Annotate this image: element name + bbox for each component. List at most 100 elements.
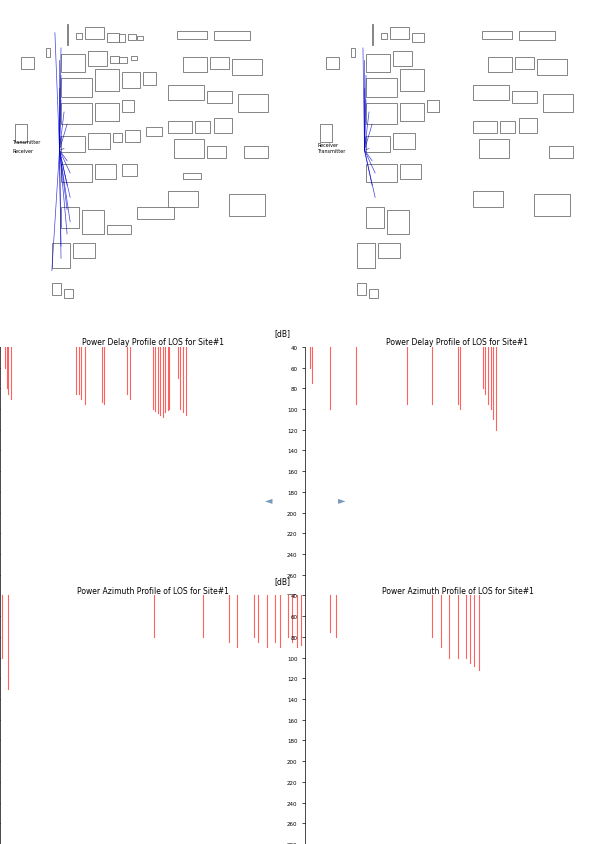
Bar: [137, 208, 174, 219]
Bar: [393, 134, 415, 149]
Bar: [393, 52, 412, 68]
Bar: [232, 60, 262, 76]
Bar: [390, 28, 409, 40]
Bar: [549, 146, 573, 159]
Bar: [73, 244, 95, 259]
Bar: [229, 195, 265, 216]
Bar: [61, 138, 85, 153]
Text: Transmitter: Transmitter: [317, 149, 346, 154]
Bar: [479, 140, 509, 159]
Bar: [473, 85, 509, 100]
Bar: [137, 36, 143, 41]
Title: Power Azimuth Profile of LOS for Site#1: Power Azimuth Profile of LOS for Site#1: [382, 586, 533, 595]
Bar: [400, 165, 421, 180]
Bar: [412, 34, 424, 43]
Bar: [52, 284, 61, 295]
Bar: [183, 58, 207, 73]
Bar: [177, 32, 207, 40]
Bar: [387, 210, 409, 235]
Title: Power Delay Profile of LOS for Site#1: Power Delay Profile of LOS for Site#1: [387, 338, 528, 347]
Bar: [61, 55, 85, 73]
Text: Receiver: Receiver: [317, 143, 339, 148]
Bar: [122, 73, 140, 89]
Bar: [168, 122, 192, 134]
Bar: [21, 58, 34, 70]
Bar: [500, 122, 515, 134]
Bar: [119, 58, 127, 64]
Bar: [143, 73, 156, 85]
Bar: [131, 57, 137, 61]
Bar: [378, 244, 400, 259]
Bar: [482, 32, 512, 40]
Bar: [113, 134, 122, 143]
Bar: [119, 35, 125, 43]
Bar: [122, 100, 134, 113]
Bar: [168, 85, 204, 100]
Bar: [67, 24, 68, 46]
Bar: [76, 34, 82, 40]
Bar: [369, 289, 378, 299]
Text: ►: ►: [338, 495, 345, 505]
Bar: [244, 146, 268, 159]
Bar: [61, 165, 92, 183]
Bar: [110, 57, 119, 64]
Text: [ns]: [ns]: [308, 587, 323, 596]
Bar: [88, 52, 107, 68]
Bar: [174, 140, 204, 159]
Bar: [15, 125, 27, 143]
Bar: [512, 91, 537, 104]
Bar: [46, 49, 50, 58]
Bar: [400, 70, 424, 91]
Bar: [95, 165, 116, 180]
Bar: [537, 60, 567, 76]
Bar: [534, 195, 570, 216]
Bar: [326, 58, 339, 70]
Bar: [214, 119, 232, 134]
Bar: [207, 146, 226, 159]
Bar: [95, 70, 119, 91]
Bar: [366, 104, 396, 125]
Bar: [488, 58, 512, 73]
Bar: [61, 104, 92, 125]
Bar: [381, 34, 387, 40]
Bar: [351, 49, 355, 58]
Bar: [366, 55, 390, 73]
Bar: [320, 125, 332, 143]
Bar: [128, 35, 135, 41]
Bar: [518, 32, 555, 41]
Bar: [183, 174, 201, 180]
Bar: [195, 122, 210, 134]
Bar: [238, 95, 268, 113]
Text: [dB]: [dB]: [274, 328, 290, 338]
Bar: [473, 122, 497, 134]
Bar: [366, 138, 390, 153]
Text: 度: 度: [308, 835, 313, 844]
Bar: [207, 91, 232, 104]
Bar: [95, 104, 119, 122]
Bar: [372, 24, 373, 46]
Bar: [357, 244, 375, 268]
Bar: [61, 208, 79, 229]
Bar: [52, 244, 70, 268]
Bar: [366, 208, 384, 229]
Bar: [125, 131, 140, 143]
Bar: [473, 192, 503, 208]
Bar: [400, 104, 424, 122]
Title: Power Delay Profile of LOS for Site#1: Power Delay Profile of LOS for Site#1: [82, 338, 223, 347]
Bar: [85, 28, 104, 40]
Bar: [543, 95, 573, 113]
Bar: [518, 119, 537, 134]
Title: Power Azimuth Profile of LOS for Site#1: Power Azimuth Profile of LOS for Site#1: [77, 586, 228, 595]
Text: ◄: ◄: [265, 495, 272, 505]
Bar: [214, 32, 250, 41]
Text: Transmitter: Transmitter: [12, 140, 41, 145]
Bar: [357, 284, 366, 295]
Bar: [366, 79, 396, 98]
Text: Receiver: Receiver: [12, 149, 34, 154]
Bar: [64, 289, 73, 299]
Bar: [107, 34, 119, 43]
Bar: [427, 100, 439, 113]
Bar: [122, 165, 137, 176]
Bar: [82, 210, 104, 235]
Bar: [366, 165, 396, 183]
